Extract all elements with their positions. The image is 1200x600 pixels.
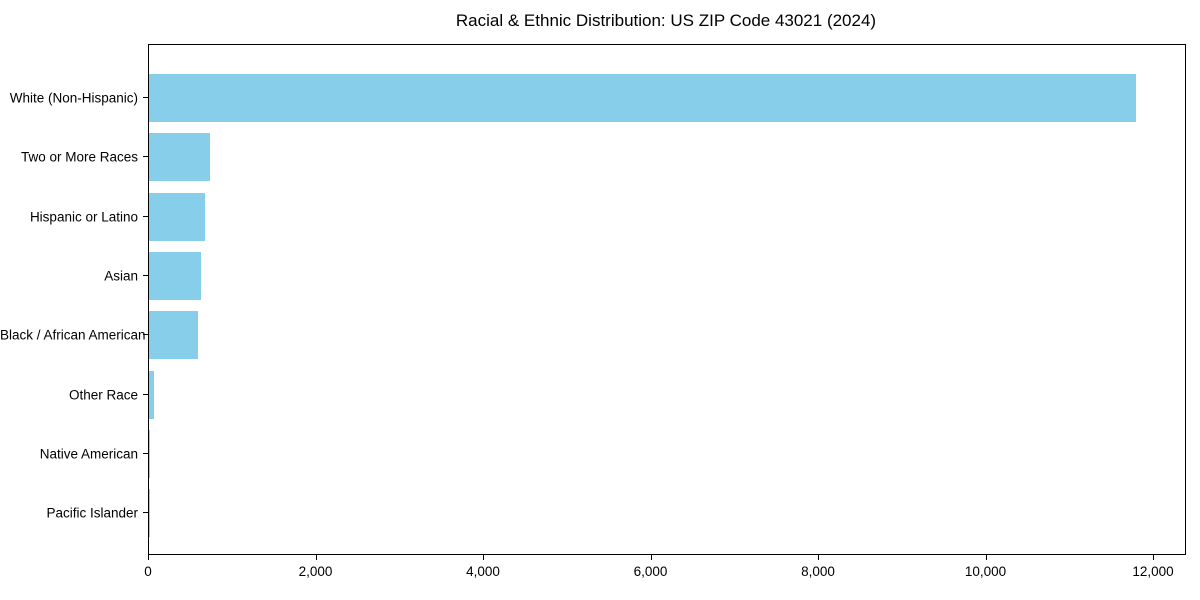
y-tick-mark	[143, 215, 148, 217]
x-tick-label: 2,000	[298, 564, 333, 579]
plot-area	[148, 44, 1186, 555]
category-label: Asian	[104, 268, 138, 284]
y-tick-mark	[143, 156, 148, 158]
category-label: Pacific Islander	[46, 505, 138, 521]
x-tick-mark	[483, 555, 484, 560]
x-tick-mark	[650, 555, 652, 560]
bar	[149, 370, 154, 419]
x-tick-label: 4,000	[466, 564, 500, 579]
chart-title: Racial & Ethnic Distribution: US ZIP Cod…	[455, 11, 877, 30]
category-label: Native American	[39, 446, 138, 462]
bar	[149, 252, 201, 301]
x-tick-label: 0	[144, 564, 152, 579]
x-tick-label: 8,000	[801, 564, 835, 579]
bar	[149, 192, 206, 241]
x-tick-label: 12,000	[1132, 564, 1174, 579]
x-tick-label: 10,000	[964, 564, 1007, 579]
category-label: White (Non-Hispanic)	[9, 90, 138, 106]
y-tick-mark	[143, 453, 148, 455]
category-label: Hispanic or Latino	[29, 208, 138, 224]
y-tick-mark	[143, 334, 148, 336]
bar	[149, 430, 150, 479]
bar	[149, 133, 210, 182]
bar	[149, 74, 1136, 122]
x-tick-mark	[315, 555, 317, 560]
y-tick-mark	[143, 275, 148, 277]
category-label: Black / African American	[0, 327, 146, 343]
y-tick-mark	[143, 97, 148, 98]
x-tick-mark	[1153, 555, 1154, 560]
x-tick-mark	[818, 555, 819, 560]
category-label: Two or More Races	[20, 149, 138, 165]
y-tick-mark	[143, 512, 148, 514]
bar	[149, 311, 198, 360]
category-label: Other Race	[68, 387, 138, 402]
x-tick-mark	[148, 555, 149, 560]
y-tick-mark	[143, 393, 148, 395]
x-tick-mark	[985, 555, 987, 560]
x-tick-label: 6,000	[633, 564, 668, 579]
